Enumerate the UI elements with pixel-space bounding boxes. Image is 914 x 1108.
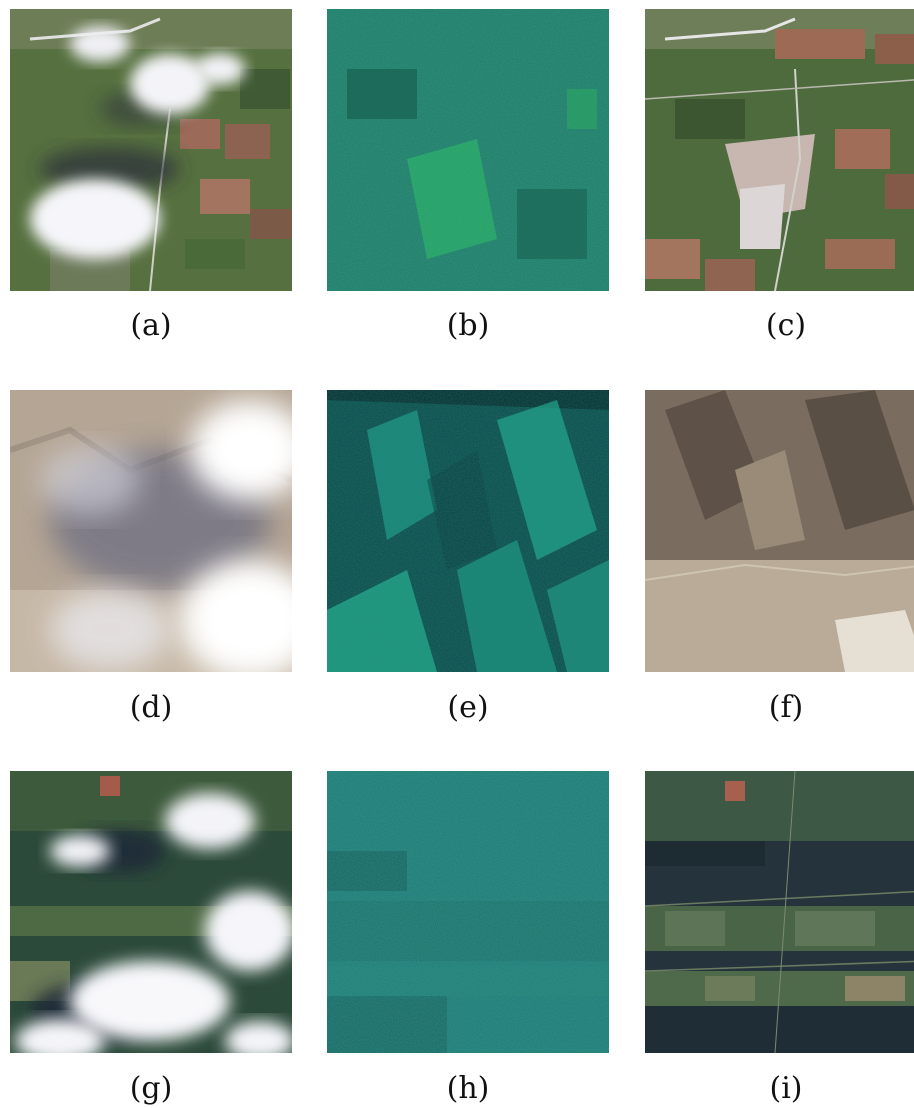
cloudy-optical-forest-image	[10, 771, 292, 1053]
caption-c: (c)	[765, 308, 807, 343]
image-panel-h	[327, 771, 609, 1053]
cloudy-optical-farmland-image	[10, 9, 292, 291]
image-panel-e	[327, 390, 609, 672]
sar-mountain-image	[327, 390, 609, 672]
caption-e: (e)	[447, 690, 489, 725]
cloud-free-optical-mountain-image	[645, 390, 914, 672]
image-panel-g	[10, 771, 292, 1053]
caption-d: (d)	[129, 690, 173, 725]
cloudy-optical-mountain-image	[10, 390, 292, 672]
image-panel-i	[645, 771, 914, 1053]
sar-forest-image	[327, 771, 609, 1053]
sar-farmland-image	[327, 9, 609, 291]
caption-a: (a)	[130, 308, 172, 343]
image-panel-a	[10, 9, 292, 291]
caption-b: (b)	[446, 308, 490, 343]
caption-f: (f)	[768, 690, 804, 725]
image-panel-d	[10, 390, 292, 672]
cloud-free-optical-forest-image	[645, 771, 914, 1053]
caption-i: (i)	[769, 1071, 803, 1106]
image-panel-b	[327, 9, 609, 291]
caption-h: (h)	[446, 1071, 490, 1106]
image-panel-f	[645, 390, 914, 672]
image-panel-c	[645, 9, 914, 291]
cloud-free-optical-farmland-image	[645, 9, 914, 291]
caption-g: (g)	[129, 1071, 173, 1106]
